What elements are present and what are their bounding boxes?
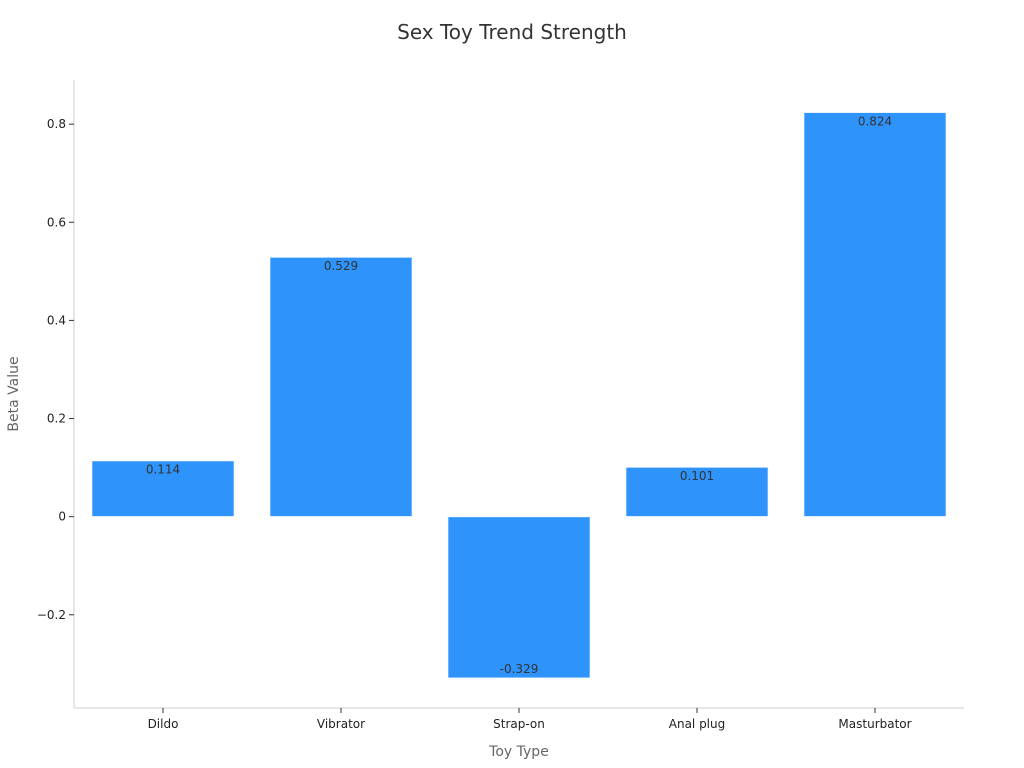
x-ticks: Dildo Vibrator Strap-on Anal plug Masturbato… [148, 708, 912, 731]
bar-strap-on [447, 516, 591, 679]
data-label: 0.529 [324, 259, 358, 273]
x-tick-label: Strap-on [493, 717, 545, 731]
y-ticks: −0.2 0 0.2 0.4 0.6 0.8 [37, 117, 74, 622]
bar-anal-plug [625, 466, 769, 518]
bar-masturbator [803, 111, 947, 518]
x-tick-label: Masturbator [838, 717, 911, 731]
y-tick-label: 0 [58, 510, 66, 524]
y-tick-label: 0.2 [47, 412, 66, 426]
data-labels: 0.114 0.529 -0.329 0.101 0.824 [146, 114, 892, 676]
y-tick-label: 0.8 [47, 117, 66, 131]
bar-vibrator [269, 256, 413, 518]
x-tick-label: Vibrator [317, 717, 365, 731]
y-tick-label: 0.4 [47, 313, 66, 327]
bars [91, 111, 947, 679]
data-label: 0.114 [146, 463, 180, 477]
x-tick-label: Dildo [148, 717, 179, 731]
data-label: 0.101 [680, 469, 714, 483]
chart-title: Sex Toy Trend Strength [397, 20, 627, 44]
y-tick-label: −0.2 [37, 608, 66, 622]
data-label: -0.329 [500, 662, 539, 676]
x-axis-title: Toy Type [488, 744, 549, 760]
data-label: 0.824 [858, 114, 892, 128]
x-tick-label: Anal plug [669, 717, 726, 731]
bar-dildo [91, 460, 235, 518]
y-tick-label: 0.6 [47, 215, 66, 229]
y-axis-title: Beta Value [6, 356, 22, 431]
